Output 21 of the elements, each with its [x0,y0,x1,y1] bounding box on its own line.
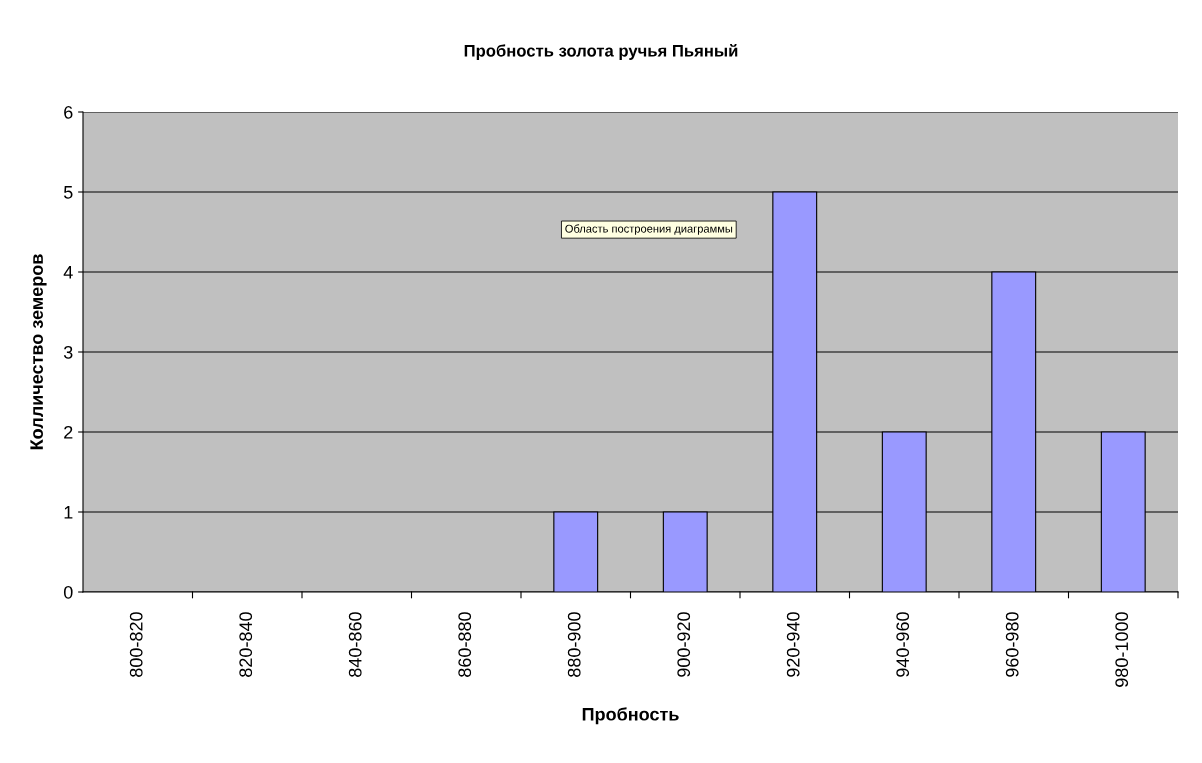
x-tick-label: 960-980 [1005,612,1019,677]
y-tick-label: 0 [63,585,73,599]
y-tick-label: 3 [63,345,73,359]
chart-title: Пробность золота ручья Пьяный [464,44,738,60]
x-tick-label: 880-900 [567,612,581,677]
annotation: Область построения диаграммы [565,224,733,235]
x-tick-label: 980-1000 [1115,612,1129,687]
x-tick-label: 840-860 [348,612,362,677]
x-axis-title: Пробность [582,707,679,725]
y-tick-label: 1 [64,506,73,519]
y-tick-label: 4 [63,266,73,279]
y-tick-label: 5 [63,186,73,199]
y-tick-label: 2 [64,425,73,439]
x-tick-label: 900-920 [677,612,691,677]
y-axis-title: Колличество земеров [30,254,47,450]
y-tick-label: 6 [64,105,73,119]
x-tick-label: 820-840 [239,612,253,677]
x-tick-label: 800-820 [129,612,143,677]
x-tick-label: 940-960 [896,612,910,677]
x-tick-label: 920-940 [786,612,800,677]
x-tick-label: 860-880 [458,612,472,677]
